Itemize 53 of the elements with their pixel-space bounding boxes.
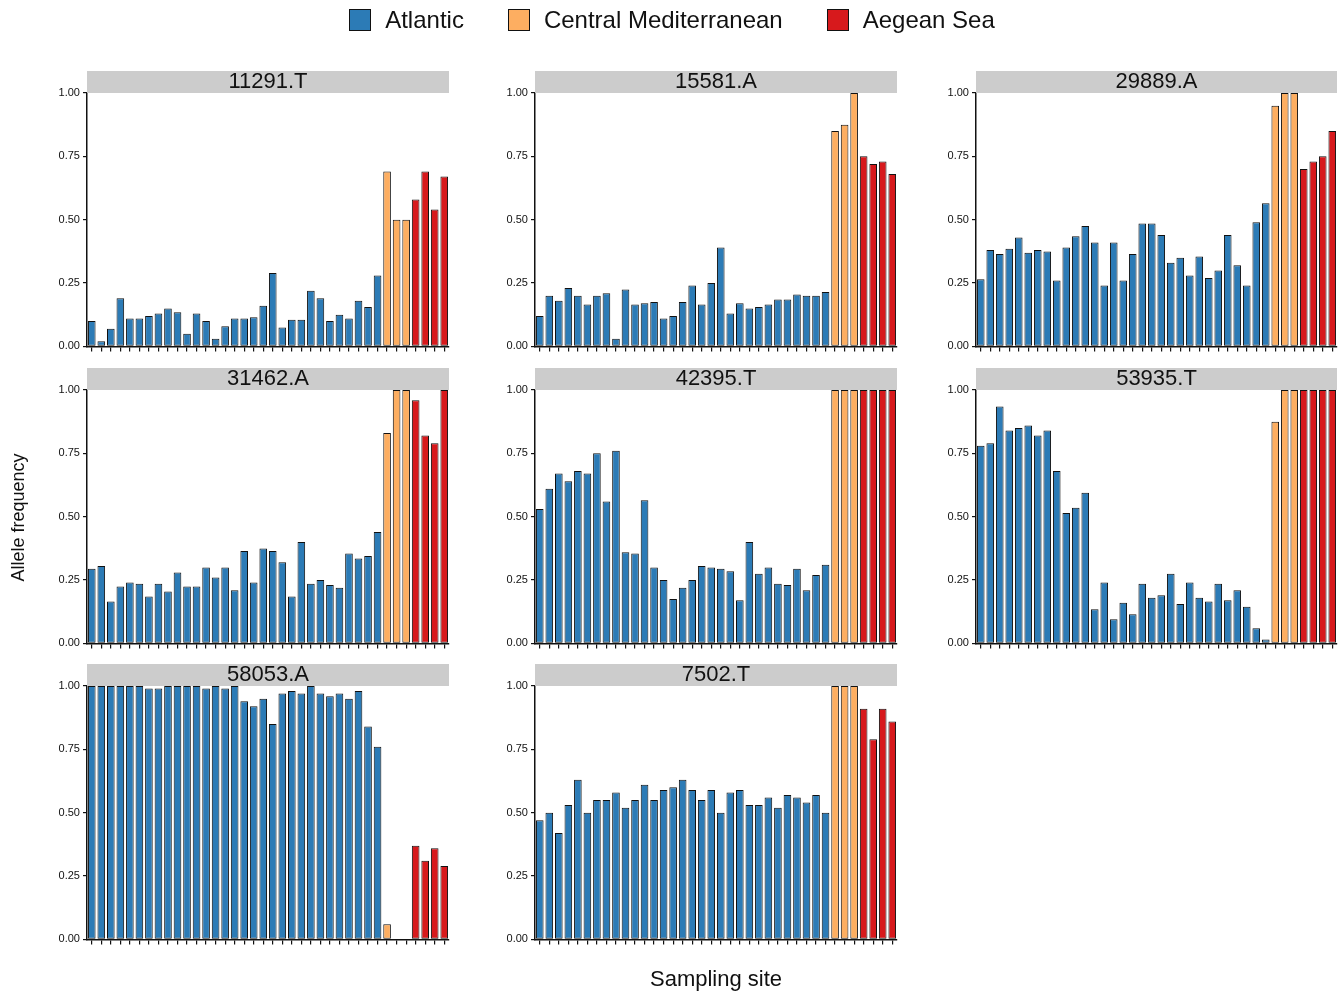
y-tick-label: 0.25 (947, 276, 969, 289)
y-tick-label: 0.75 (506, 149, 528, 162)
x-axis-title: Sampling site (650, 966, 783, 992)
y-tick-label: 0.00 (58, 339, 80, 352)
y-tick-label: 0.25 (58, 276, 80, 289)
y-tick-label: 0.25 (58, 573, 80, 586)
y-tick-label: 0.00 (506, 932, 528, 945)
chart-title: 29889.A (1115, 68, 1198, 94)
y-tick-label: 1.00 (947, 86, 969, 99)
y-tick-label: 0.50 (947, 509, 969, 522)
y-tick-label: 0.25 (947, 573, 969, 586)
y-tick-label: 0.25 (506, 869, 528, 882)
y-tick-label: 1.00 (947, 383, 969, 396)
y-tick-label: 0.00 (947, 636, 969, 649)
y-tick-label: 1.00 (506, 383, 528, 396)
y-tick-label: 0.75 (58, 742, 80, 755)
y-tick-label: 1.00 (506, 86, 528, 99)
y-tick-label: 1.00 (506, 679, 528, 692)
y-tick-label: 0.50 (58, 805, 80, 818)
y-tick-label: 0.50 (506, 212, 528, 225)
chart-title: 53935.T (1116, 365, 1197, 391)
chart-title: 31462.A (227, 365, 310, 391)
y-tick-label: 0.50 (58, 509, 80, 522)
y-tick-label: 0.50 (947, 212, 969, 225)
y-tick-label: 0.00 (58, 636, 80, 649)
chart-title: 42395.T (675, 365, 757, 391)
legend-label: Atlantic (385, 6, 464, 34)
y-tick-label: 0.50 (506, 805, 528, 818)
y-tick-label: 0.00 (506, 636, 528, 649)
y-tick-label: 0.75 (506, 446, 528, 459)
y-tick-label: 1.00 (58, 86, 80, 99)
chart-title: 58053.A (227, 661, 310, 687)
chart-title: 7502.T (681, 661, 751, 687)
y-tick-label: 0.75 (58, 149, 80, 162)
y-tick-label: 0.25 (506, 276, 528, 289)
y-tick-label: 0.25 (58, 869, 80, 882)
y-tick-label: 0.75 (947, 149, 969, 162)
legend-label: Aegean Sea (862, 6, 995, 34)
y-tick-label: 0.75 (58, 446, 80, 459)
y-tick-label: 0.00 (947, 339, 969, 352)
y-tick-label: 0.00 (506, 339, 528, 352)
y-axis-title: Allele frequency (7, 453, 29, 582)
y-tick-label: 0.50 (58, 212, 80, 225)
chart-title: 11291.T (228, 68, 308, 94)
y-tick-label: 1.00 (58, 679, 80, 692)
y-tick-label: 0.25 (506, 573, 528, 586)
y-tick-label: 0.50 (506, 509, 528, 522)
y-tick-label: 1.00 (58, 383, 80, 396)
y-tick-label: 0.75 (947, 446, 969, 459)
y-tick-label: 0.75 (506, 742, 528, 755)
y-tick-label: 0.00 (58, 932, 80, 945)
chart-title: 15581.A (675, 68, 758, 94)
legend-label: Central Mediterranean (543, 6, 783, 34)
